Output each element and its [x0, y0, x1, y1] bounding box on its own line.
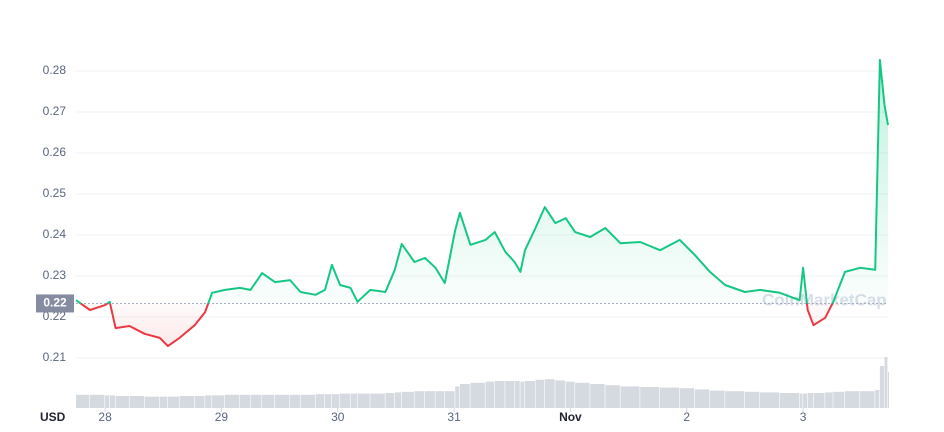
- volume-bar: [370, 393, 385, 408]
- volume-bar: [444, 391, 455, 408]
- volume-bar: [640, 387, 660, 408]
- y-tick-label: 0.28: [43, 63, 67, 77]
- volume-bar: [414, 391, 425, 408]
- volume-bar: [394, 392, 402, 408]
- volume-bar: [194, 396, 205, 408]
- volume-bar: [879, 366, 884, 408]
- volume-bar: [544, 379, 555, 408]
- volume-bar: [555, 380, 566, 408]
- area-fill: [76, 59, 888, 347]
- volume-bar: [505, 381, 514, 408]
- volume-bar: [144, 396, 160, 408]
- volume-bar: [779, 393, 799, 408]
- volume-bar: [590, 384, 605, 408]
- y-tick-label: 0.22: [43, 309, 67, 323]
- volume-bar: [212, 395, 225, 408]
- volume-bar: [224, 394, 240, 408]
- volume-bar: [455, 386, 460, 408]
- volume-bar: [109, 395, 115, 408]
- volume-bar: [860, 391, 875, 408]
- volume-bar: [813, 393, 825, 408]
- x-tick-label: 3: [800, 410, 807, 424]
- volume-bar: [744, 391, 760, 408]
- volume-bar: [262, 394, 275, 408]
- volume-bar: [659, 387, 680, 408]
- volume-bar: [760, 392, 780, 408]
- y-tick-label: 0.21: [43, 350, 67, 364]
- y-tick-label: 0.27: [43, 104, 67, 118]
- volume-bar: [205, 395, 212, 408]
- volume-bar: [105, 395, 110, 408]
- volume-bar: [494, 381, 505, 408]
- volume-bar: [710, 390, 725, 408]
- volume-bar: [179, 396, 195, 408]
- x-tick-label: 2: [683, 410, 690, 424]
- volume-bar: [565, 381, 575, 408]
- volume-bar: [76, 394, 90, 408]
- volume-bar: [884, 357, 888, 408]
- y-tick-label: 0.23: [43, 268, 67, 282]
- x-tick-label: Nov: [559, 410, 582, 424]
- y-tick-label: 0.24: [43, 227, 67, 241]
- volume-bar: [470, 382, 485, 408]
- baseline-label-box: [36, 294, 74, 313]
- volume-bar: [350, 393, 357, 408]
- volume-bar: [290, 394, 300, 408]
- volume-bar: [424, 391, 435, 408]
- volume-bar: [331, 394, 340, 408]
- volume-bar: [825, 392, 833, 408]
- volume-bar: [324, 394, 332, 408]
- x-tick-label: 31: [447, 410, 461, 424]
- volume-bar: [240, 394, 250, 408]
- volume-bar: [875, 390, 880, 408]
- baseline-label: 0.22: [43, 296, 67, 310]
- volume-bar: [459, 384, 470, 408]
- volume-bar: [485, 381, 495, 408]
- volume-bar: [340, 393, 350, 408]
- volume-bar: [535, 379, 545, 408]
- volume-bar: [833, 391, 845, 408]
- volume-bar: [274, 394, 290, 408]
- volume-bar: [167, 396, 179, 408]
- volume-bar: [575, 382, 590, 408]
- volume-bar: [525, 381, 535, 408]
- volume-bar: [514, 381, 520, 408]
- volume-bar: [129, 396, 145, 408]
- y-tick-label: 0.26: [43, 145, 67, 159]
- volume-bar: [401, 391, 414, 408]
- volume-bar: [605, 385, 620, 408]
- volume-bar: [435, 391, 445, 408]
- volume-bar: [385, 393, 395, 408]
- y-tick-label: 0.25: [43, 186, 67, 200]
- volume-bar: [300, 394, 316, 408]
- price-line: [75, 58, 889, 348]
- x-tick-label: 29: [215, 410, 229, 424]
- volume-bar: [115, 396, 129, 408]
- volume-bar: [315, 394, 325, 408]
- currency-label: USD: [40, 410, 66, 424]
- volume-bar: [159, 396, 168, 408]
- volume-bar: [888, 372, 889, 408]
- volume-bar: [844, 391, 860, 408]
- volume-bar: [725, 391, 745, 408]
- volume-bar: [89, 394, 105, 408]
- volume-bar: [799, 393, 803, 408]
- volume-bar: [803, 393, 808, 408]
- volume-bar: [679, 388, 695, 408]
- volume-bar: [694, 389, 710, 408]
- volume-bar: [357, 393, 370, 408]
- volume-bar: [807, 393, 813, 408]
- volume-bar: [620, 386, 640, 408]
- volume-bar: [250, 394, 262, 408]
- x-tick-label: 28: [98, 410, 112, 424]
- volume-bar: [520, 381, 525, 408]
- x-tick-label: 30: [331, 410, 345, 424]
